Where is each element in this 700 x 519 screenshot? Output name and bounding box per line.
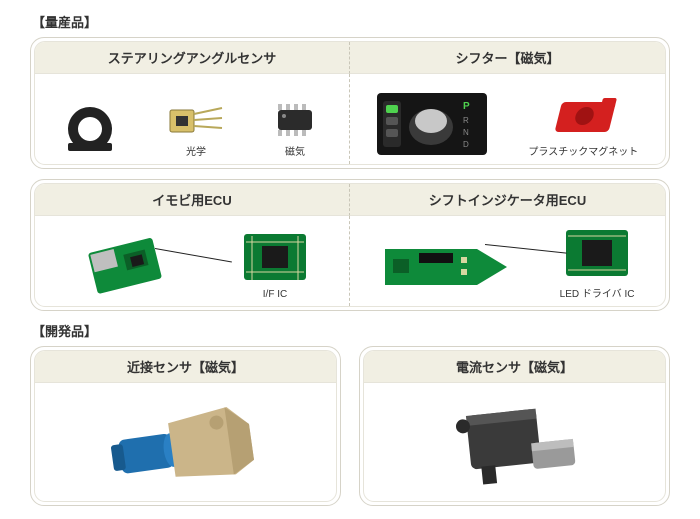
row-3: 近接センサ【磁気】 電流センサ【磁気】 xyxy=(30,346,670,506)
card-current-body xyxy=(364,383,665,501)
row2-left-body: I/F IC xyxy=(35,216,350,306)
steering-magnetic: 磁気 xyxy=(270,104,320,158)
if-ic-icon xyxy=(242,232,308,286)
soic-chip-icon xyxy=(270,104,320,140)
cap-magnetic: 磁気 xyxy=(285,143,305,158)
cap-if-ic: I/F IC xyxy=(263,289,287,300)
ring-sensor-icon xyxy=(64,103,122,155)
shiftind-pcb xyxy=(381,237,511,300)
cap-plamag: プラスチックマグネット xyxy=(528,143,638,158)
section-label-dev: 【開発品】 xyxy=(32,321,670,340)
immobi-pcb xyxy=(76,235,172,300)
section-label-mass: 【量産品】 xyxy=(32,12,670,31)
steering-optical: 光学 xyxy=(168,100,224,158)
svg-text:P: P xyxy=(463,101,470,112)
row-2: イモビ用ECU シフトインジケータ用ECU xyxy=(30,179,670,311)
card-current-title: 電流センサ【磁気】 xyxy=(364,351,665,383)
row2-right-body: LED ドライバ IC xyxy=(350,216,665,306)
svg-text:N: N xyxy=(463,128,469,137)
row1-right-body: P R N D プラスチックマグネット xyxy=(350,74,665,164)
row1-left-title: ステアリングアングルセンサ xyxy=(35,42,350,74)
cap-optical: 光学 xyxy=(186,143,206,158)
card-current: 電流センサ【磁気】 xyxy=(359,346,670,506)
proximity-sensor-icon xyxy=(101,391,271,495)
row2-right-title: シフトインジケータ用ECU xyxy=(350,184,665,216)
current-sensor-icon xyxy=(435,391,595,495)
card-proximity: 近接センサ【磁気】 xyxy=(30,346,341,506)
row1-left-body: 光学 磁気 xyxy=(35,74,350,164)
plastic-magnet-icon xyxy=(544,94,622,140)
immobi-ic: I/F IC xyxy=(242,232,308,300)
card-proximity-body xyxy=(35,383,336,501)
row-1: ステアリングアングルセンサ シフター【磁気】 xyxy=(30,37,670,169)
svg-text:D: D xyxy=(463,140,469,149)
shifter-icon: P R N D xyxy=(377,93,487,155)
cap-led-ic: LED ドライバ IC xyxy=(560,285,635,300)
svg-text:R: R xyxy=(463,116,469,125)
steering-ring xyxy=(64,103,122,158)
row1-right-title: シフター【磁気】 xyxy=(350,42,665,74)
led-driver-ic-icon xyxy=(564,228,630,282)
plastic-magnet: プラスチックマグネット xyxy=(528,94,638,158)
pcb-long-icon xyxy=(381,237,511,297)
row1-joined-card: ステアリングアングルセンサ シフター【磁気】 xyxy=(30,37,670,169)
optical-sensor-icon xyxy=(168,100,224,140)
card-proximity-title: 近接センサ【磁気】 xyxy=(35,351,336,383)
row2-joined-card: イモビ用ECU シフトインジケータ用ECU xyxy=(30,179,670,311)
shiftind-ic: LED ドライバ IC xyxy=(560,228,635,300)
shifter-photo: P R N D xyxy=(377,93,487,158)
row2-left-title: イモビ用ECU xyxy=(35,184,350,216)
pcb-small-icon xyxy=(76,235,172,297)
